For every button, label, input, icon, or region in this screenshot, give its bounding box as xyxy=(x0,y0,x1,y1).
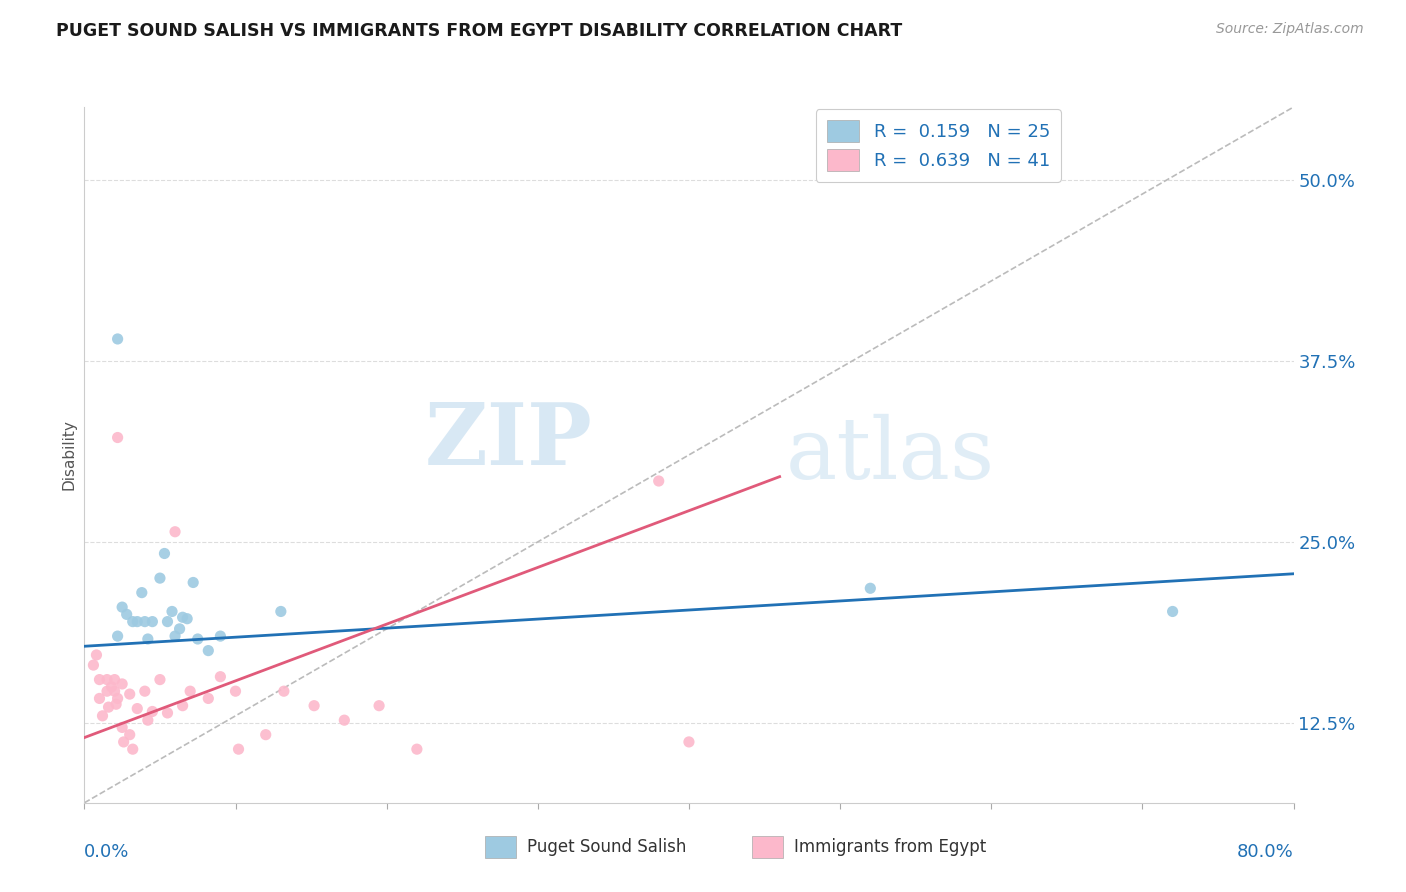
Text: atlas: atlas xyxy=(786,413,995,497)
Point xyxy=(228,742,250,756)
Point xyxy=(100,680,122,694)
Point xyxy=(111,677,134,691)
Point xyxy=(127,615,149,629)
Point xyxy=(112,735,135,749)
Point xyxy=(131,585,153,599)
Point xyxy=(302,698,325,713)
Point xyxy=(96,673,118,687)
Point xyxy=(172,610,194,624)
Point xyxy=(163,629,186,643)
Point xyxy=(225,684,247,698)
Point xyxy=(127,701,149,715)
Point xyxy=(179,684,201,698)
Point xyxy=(121,742,143,756)
Point xyxy=(156,615,179,629)
Point xyxy=(368,698,391,713)
Point xyxy=(111,721,134,735)
Point xyxy=(118,728,141,742)
Point xyxy=(181,575,204,590)
Point xyxy=(96,684,118,698)
Point xyxy=(134,684,156,698)
Point xyxy=(678,735,700,749)
Point xyxy=(105,698,128,712)
Point xyxy=(197,643,219,657)
Text: PUGET SOUND SALISH VS IMMIGRANTS FROM EGYPT DISABILITY CORRELATION CHART: PUGET SOUND SALISH VS IMMIGRANTS FROM EG… xyxy=(56,22,903,40)
Point xyxy=(107,431,129,445)
Point xyxy=(254,728,277,742)
Text: Immigrants from Egypt: Immigrants from Egypt xyxy=(794,838,987,856)
Point xyxy=(156,706,179,720)
Point xyxy=(107,691,129,706)
Point xyxy=(859,582,882,596)
Point xyxy=(153,546,176,561)
Text: Puget Sound Salish: Puget Sound Salish xyxy=(527,838,686,856)
Point xyxy=(91,708,114,723)
Point xyxy=(197,691,219,706)
Legend: R =  0.159   N = 25, R =  0.639   N = 41: R = 0.159 N = 25, R = 0.639 N = 41 xyxy=(815,109,1060,182)
Point xyxy=(169,622,191,636)
Point xyxy=(149,673,172,687)
Text: 0.0%: 0.0% xyxy=(84,843,129,861)
Point xyxy=(82,658,104,673)
Point xyxy=(647,474,671,488)
Point xyxy=(136,713,159,727)
Text: Source: ZipAtlas.com: Source: ZipAtlas.com xyxy=(1216,22,1364,37)
Point xyxy=(121,615,143,629)
Point xyxy=(187,632,209,646)
Point xyxy=(115,607,138,622)
Point xyxy=(273,684,295,698)
Text: 80.0%: 80.0% xyxy=(1237,843,1294,861)
Point xyxy=(118,687,141,701)
Point xyxy=(89,673,111,687)
Point xyxy=(160,605,183,619)
Point xyxy=(141,615,163,629)
Point xyxy=(209,629,232,643)
Point xyxy=(176,612,198,626)
Point xyxy=(149,571,172,585)
Point xyxy=(104,684,127,698)
Point xyxy=(111,600,134,615)
Point xyxy=(134,615,156,629)
Y-axis label: Disability: Disability xyxy=(60,419,76,491)
Point xyxy=(107,629,129,643)
Point xyxy=(107,332,129,346)
Point xyxy=(406,742,429,756)
Point xyxy=(333,713,356,727)
Point xyxy=(86,648,108,662)
Text: ZIP: ZIP xyxy=(425,399,592,483)
Point xyxy=(136,632,159,646)
Point xyxy=(172,698,194,713)
Point xyxy=(104,673,127,687)
Point xyxy=(270,605,292,619)
Point xyxy=(141,705,163,719)
Point xyxy=(89,691,111,706)
Point xyxy=(209,670,232,684)
Point xyxy=(163,524,186,539)
Point xyxy=(97,700,120,714)
Point xyxy=(1161,605,1184,619)
